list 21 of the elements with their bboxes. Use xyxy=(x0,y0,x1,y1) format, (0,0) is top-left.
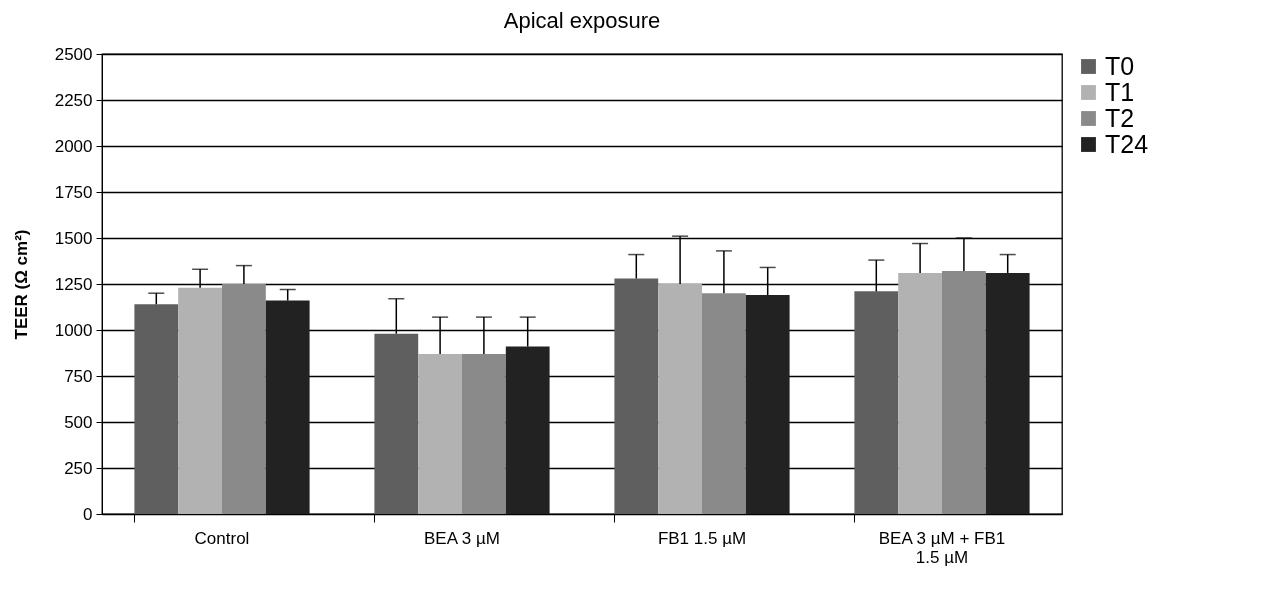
y-tick-label: 500 xyxy=(64,412,93,432)
y-tick-label: 2500 xyxy=(54,44,93,64)
y-tick-label: 2250 xyxy=(54,90,93,110)
legend-label: T24 xyxy=(1105,129,1149,158)
legend-label: T0 xyxy=(1105,51,1135,80)
x-tick-label: Control xyxy=(194,528,250,548)
y-tick-label: 0 xyxy=(83,504,93,524)
y-tick-label: 1750 xyxy=(54,182,93,202)
x-tick-label: BEA 3 µM + FB1 1.5 µM xyxy=(878,528,1006,567)
y-axis-title: TEER (Ω cm²) xyxy=(11,229,31,340)
y-tick-label: 2000 xyxy=(54,136,93,156)
x-tick-label: FB1 1.5 µM xyxy=(657,528,747,548)
x-tick-label: BEA 3 µM xyxy=(424,528,500,548)
y-tick-label: 750 xyxy=(64,366,93,386)
y-tick-label: 1000 xyxy=(54,320,93,340)
legend-label: T2 xyxy=(1105,103,1135,132)
y-tick-label: 1250 xyxy=(54,274,93,294)
y-tick-label: 1500 xyxy=(54,228,93,248)
legend-label: T1 xyxy=(1105,77,1135,106)
chart-title: Apical exposure xyxy=(503,8,661,33)
y-tick-label: 250 xyxy=(64,458,93,478)
